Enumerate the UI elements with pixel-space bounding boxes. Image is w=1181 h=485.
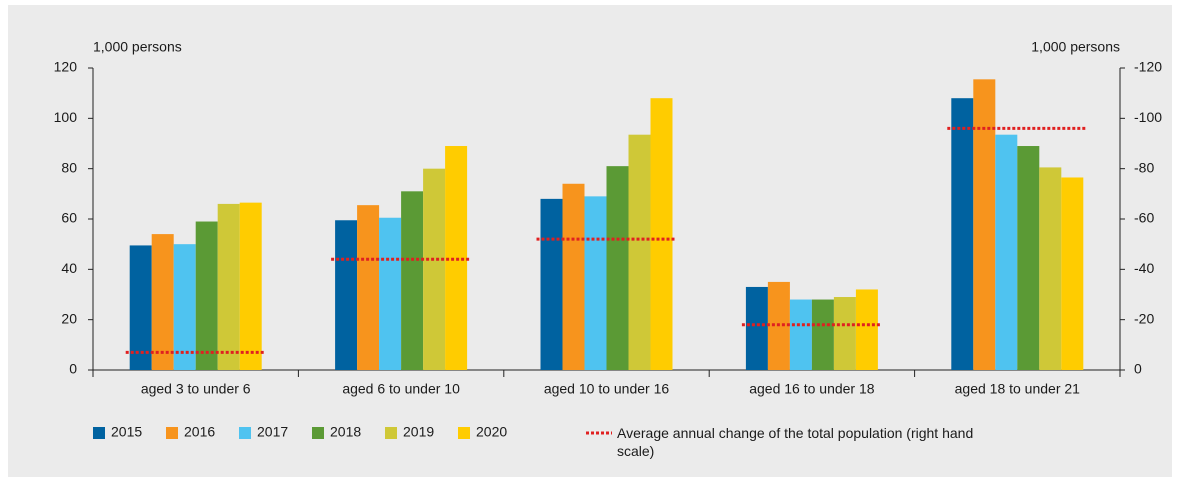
legend-swatch [385, 427, 397, 439]
y-tick-label: 120 [54, 59, 78, 75]
bar [1061, 177, 1084, 370]
y-tick-label: 80 [61, 159, 77, 175]
bar [606, 166, 629, 370]
y2-axis-label: 1,000 persons [1031, 39, 1120, 55]
bar [811, 299, 834, 370]
bar [628, 134, 651, 370]
legend-label: 2019 [403, 424, 434, 440]
y-tick-label: 40 [61, 260, 77, 276]
bar [995, 134, 1018, 370]
y-axis-label: 1,000 persons [93, 39, 182, 55]
bar [951, 98, 974, 370]
y2-tick-label: 0 [1134, 361, 1142, 377]
bar [217, 203, 240, 370]
bar [195, 221, 218, 370]
y2-tick-label: -100 [1134, 109, 1162, 125]
bar [129, 245, 152, 370]
bar [1017, 146, 1040, 370]
bar [357, 205, 380, 370]
bar [239, 202, 262, 370]
legend-label: 2015 [111, 424, 142, 440]
y-tick-label: 60 [61, 210, 77, 226]
bar [173, 244, 196, 370]
bar [789, 299, 812, 370]
bar [401, 191, 424, 370]
legend-swatch [93, 427, 105, 439]
y2-tick-label: -80 [1134, 159, 1154, 175]
y2-tick-label: -40 [1134, 260, 1154, 276]
legend-swatch [239, 427, 251, 439]
y2-tick-label: -60 [1134, 210, 1154, 226]
x-tick-label: aged 6 to under 10 [342, 381, 460, 397]
legend-swatch [312, 427, 324, 439]
y-tick-label: 0 [69, 361, 77, 377]
legend-label: 2016 [184, 424, 215, 440]
legend-label: 2020 [476, 424, 507, 440]
x-tick-label: aged 16 to under 18 [749, 381, 875, 397]
bar [584, 196, 607, 370]
bar [1039, 167, 1062, 370]
bar [973, 79, 996, 370]
legend-label: 2018 [330, 424, 361, 440]
legend-swatch [458, 427, 470, 439]
x-tick-label: aged 10 to under 16 [544, 381, 670, 397]
bar [745, 286, 768, 370]
legend-label: 2017 [257, 424, 288, 440]
y2-tick-label: -120 [1134, 59, 1162, 75]
legend-swatch [166, 427, 178, 439]
bar [151, 234, 174, 370]
bar [379, 217, 402, 370]
x-tick-label: aged 18 to under 21 [955, 381, 1081, 397]
bar [833, 297, 856, 370]
bar [650, 98, 673, 370]
bar [335, 220, 358, 370]
y2-tick-label: -20 [1134, 310, 1154, 326]
x-tick-label: aged 3 to under 6 [141, 381, 251, 397]
bar [855, 289, 878, 370]
y-tick-label: 20 [61, 310, 77, 326]
y-tick-label: 100 [54, 109, 78, 125]
bar [540, 198, 563, 370]
bar [562, 183, 585, 370]
legend-label: Average annual change of the total popul… [617, 425, 974, 459]
bar [423, 168, 446, 370]
